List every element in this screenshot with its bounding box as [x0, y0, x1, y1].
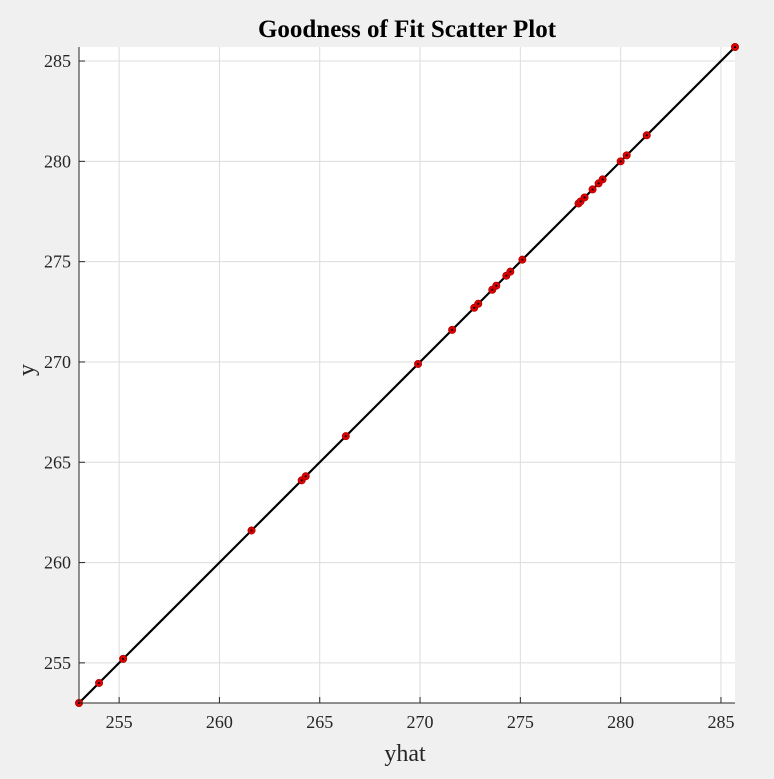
data-point-center — [97, 681, 101, 685]
x-tick-label: 285 — [707, 712, 734, 732]
data-point — [492, 281, 501, 290]
y-tick-label: 270 — [44, 352, 71, 372]
chart-title: Goodness of Fit Scatter Plot — [258, 16, 557, 43]
x-tick-label: 260 — [206, 712, 233, 732]
data-point — [616, 157, 625, 166]
y-tick-label: 255 — [44, 653, 71, 673]
data-point-center — [579, 200, 582, 203]
data-point — [642, 131, 651, 140]
data-point-center — [495, 284, 498, 287]
data-point-center — [505, 274, 508, 277]
x-tick-label: 255 — [106, 712, 133, 732]
data-point-center — [591, 188, 594, 191]
data-point-center — [521, 258, 524, 261]
data-point — [448, 325, 457, 334]
x-axis-label: yhat — [384, 741, 426, 767]
data-point-center — [416, 362, 420, 366]
x-tick-label: 270 — [407, 712, 434, 732]
data-point-center — [597, 182, 600, 185]
y-tick-label: 260 — [44, 553, 71, 573]
data-point — [95, 678, 104, 687]
data-point — [518, 255, 527, 264]
axes-layer: 255 260 265 270 275 280 285 255 260 265 270 275 280 2… — [44, 47, 735, 732]
y-tick-label: 280 — [44, 151, 71, 171]
data-point — [731, 43, 740, 52]
data-point-center — [625, 154, 628, 157]
data-point-center — [122, 657, 125, 660]
data-point — [301, 472, 310, 481]
data-point-center — [645, 134, 648, 137]
y-axis-label: y — [14, 364, 40, 376]
y-tick-label: 265 — [44, 452, 71, 472]
data-point-center — [733, 45, 737, 49]
data-point-center — [300, 479, 303, 482]
data-point — [414, 359, 423, 368]
x-tick-label: 275 — [507, 712, 534, 732]
x-tick-label: 280 — [607, 712, 634, 732]
data-point — [506, 267, 515, 276]
data-point-center — [491, 288, 494, 291]
data-point — [474, 299, 483, 308]
data-point — [598, 175, 607, 184]
points-layer — [75, 43, 740, 708]
data-point-center — [250, 529, 253, 532]
data-point — [622, 151, 631, 160]
y-tick-label: 285 — [44, 51, 71, 71]
data-point — [580, 193, 589, 202]
data-point-center — [583, 196, 586, 199]
data-point-center — [601, 178, 604, 181]
data-point-center — [451, 328, 454, 331]
y-tick-label: 275 — [44, 252, 71, 272]
data-point — [341, 432, 350, 441]
data-point — [588, 185, 597, 194]
data-point-center — [473, 306, 476, 309]
data-point-center — [304, 475, 307, 478]
data-point-center — [619, 160, 622, 163]
data-point — [247, 526, 256, 535]
grid-layer — [79, 47, 735, 703]
data-point-center — [509, 270, 512, 273]
data-point-center — [477, 302, 480, 305]
data-point-center — [344, 435, 347, 438]
x-tick-label: 265 — [306, 712, 333, 732]
data-point — [119, 654, 128, 663]
